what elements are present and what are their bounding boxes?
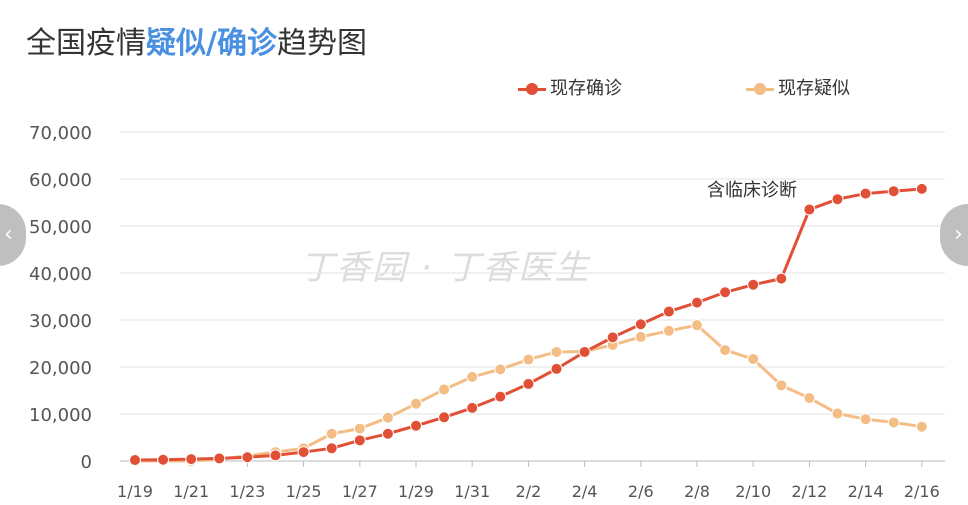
data-point-suspected (410, 397, 422, 410)
x-tick-label: 1/25 (286, 482, 322, 501)
data-point-suspected (550, 345, 563, 358)
y-tick-label: 60,000 (29, 170, 92, 191)
title-highlight: 疑似/确诊 (146, 26, 277, 61)
series-line-suspected (135, 323, 923, 463)
data-point-confirmed (606, 331, 619, 344)
data-point-suspected (466, 370, 479, 383)
data-point-confirmed (297, 446, 310, 459)
x-tick-label: 2/14 (848, 482, 884, 501)
data-point-confirmed (381, 427, 394, 440)
x-tick-label: 1/21 (173, 482, 209, 501)
data-point-confirmed (185, 453, 198, 466)
data-point-suspected (381, 411, 394, 424)
data-point-suspected (915, 420, 928, 433)
data-point-suspected (887, 416, 900, 429)
y-tick-label: 50,000 (29, 217, 92, 238)
x-tick-label: 2/4 (572, 482, 598, 501)
data-point-suspected (634, 330, 647, 343)
data-point-confirmed (438, 411, 451, 424)
data-point-confirmed (719, 286, 732, 299)
watermark: 丁香园 · 丁香医生 (300, 248, 591, 288)
data-point-suspected (522, 353, 535, 366)
legend-item-confirmed[interactable]: 现存确诊 (518, 74, 622, 100)
chevron-right-icon: › (954, 222, 963, 247)
data-point-confirmed (494, 390, 507, 403)
data-point-confirmed (578, 345, 591, 358)
chart-title: 全国疫情疑似/确诊趋势图 (26, 26, 367, 62)
data-point-confirmed (550, 362, 563, 375)
data-point-confirmed (691, 296, 703, 309)
data-point-confirmed (213, 452, 226, 465)
data-point-confirmed (775, 272, 788, 285)
data-point-confirmed (747, 278, 760, 291)
chevron-left-icon: ‹ (4, 222, 13, 247)
data-point-confirmed (466, 401, 479, 414)
y-tick-label: 0 (81, 452, 92, 473)
y-tick-label: 40,000 (29, 264, 92, 285)
data-point-confirmed (915, 182, 928, 195)
x-tick-label: 1/19 (117, 482, 153, 501)
x-tick-label: 2/8 (684, 482, 710, 501)
legend-label-confirmed: 现存确诊 (550, 78, 622, 99)
annotation-label: 含临床诊断 (707, 180, 797, 201)
data-point-confirmed (859, 187, 872, 200)
data-point-confirmed (887, 185, 900, 198)
legend-label-suspected: 现存疑似 (778, 78, 850, 99)
data-point-suspected (831, 407, 844, 420)
data-point-confirmed (157, 453, 170, 466)
x-tick-label: 1/29 (398, 482, 434, 501)
x-tick-label: 2/6 (628, 482, 654, 501)
legend-key-confirmed (518, 82, 546, 96)
x-tick-label: 1/31 (454, 482, 490, 501)
y-tick-label: 20,000 (29, 358, 92, 379)
series-line-confirmed (134, 187, 922, 462)
data-point-suspected (691, 319, 703, 332)
y-tick-label: 10,000 (29, 405, 92, 426)
data-point-suspected (719, 344, 732, 357)
data-point-suspected (775, 379, 788, 392)
data-point-suspected (325, 427, 338, 440)
legend-key-suspected (746, 82, 774, 96)
data-point-confirmed (662, 305, 675, 318)
data-point-confirmed (803, 203, 816, 216)
title-suffix: 趋势图 (276, 26, 367, 61)
data-point-suspected (438, 383, 451, 396)
x-tick-label: 2/2 (516, 482, 542, 501)
data-point-confirmed (522, 377, 535, 390)
x-tick-label: 2/12 (791, 482, 827, 501)
data-point-suspected (859, 413, 872, 426)
data-point-suspected (662, 324, 675, 337)
data-point-confirmed (325, 442, 338, 455)
y-tick-label: 30,000 (29, 311, 92, 332)
data-point-confirmed (129, 454, 141, 467)
data-point-suspected (494, 363, 507, 376)
data-point-confirmed (241, 451, 254, 464)
data-point-suspected (353, 422, 366, 435)
data-point-confirmed (410, 419, 422, 432)
data-point-suspected (747, 353, 760, 366)
x-tick-label: 2/10 (735, 482, 771, 501)
x-tick-label: 2/16 (904, 482, 940, 501)
x-tick-label: 1/27 (342, 482, 378, 501)
data-point-confirmed (269, 449, 282, 462)
y-tick-label: 70,000 (29, 123, 92, 144)
data-point-confirmed (831, 193, 844, 206)
data-point-confirmed (353, 434, 366, 447)
data-point-suspected (803, 392, 816, 405)
title-prefix: 全国疫情 (26, 26, 146, 61)
data-point-confirmed (634, 318, 647, 331)
legend-item-suspected[interactable]: 现存疑似 (746, 74, 850, 100)
x-tick-label: 1/23 (229, 482, 265, 501)
